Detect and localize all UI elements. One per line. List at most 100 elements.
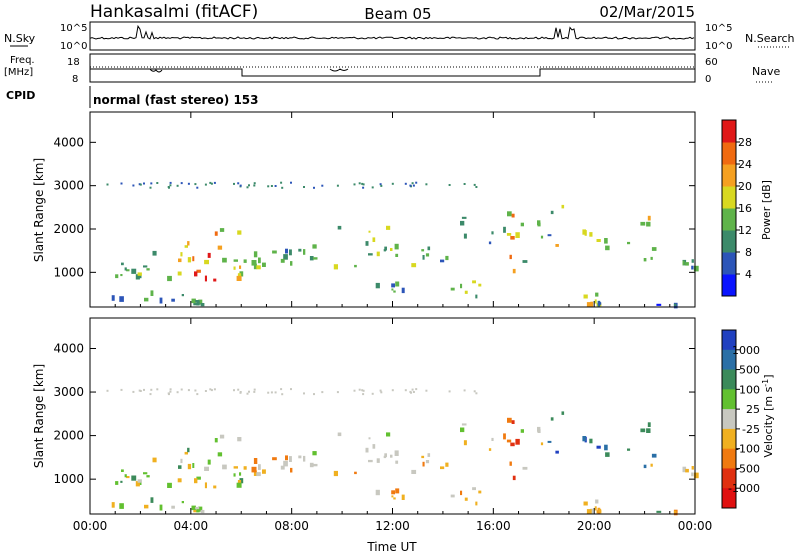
velocity-cell: [386, 432, 391, 437]
power-cell: [464, 290, 468, 294]
velocity-cell: [412, 391, 415, 393]
velocity-cell: [394, 450, 399, 456]
velocity-cell: [604, 444, 608, 451]
x-tick-label: 00:00: [678, 519, 713, 533]
velocity-cell: [627, 448, 631, 451]
power-cell: [401, 287, 405, 294]
power-cell: [391, 182, 394, 185]
velocity-axes: 00:00 04:00 08:00 12:00 16:00 20:00 00:00 1000 2…: [53, 318, 712, 533]
power-cell: [143, 182, 145, 185]
power-cell: [196, 269, 201, 273]
velocity-cell: [303, 392, 305, 395]
beam-title: Beam 05: [364, 5, 431, 23]
velocity-cell: [167, 392, 170, 395]
power-cell: [463, 183, 466, 185]
velocity-cell: [478, 490, 482, 494]
velocity-cell: [200, 509, 205, 514]
velocity-cell: [488, 448, 492, 451]
velocity-cell: [547, 440, 552, 443]
power-cell: [682, 260, 685, 266]
velocity-cell: [313, 393, 315, 396]
power-cell: [362, 186, 365, 189]
power-cell: [209, 181, 212, 184]
velocity-cell: [217, 452, 223, 457]
power-cell: [647, 215, 651, 221]
power-cell: [358, 182, 361, 185]
power-colorbar-tick-label: 24: [738, 158, 752, 171]
velocity-cell: [312, 451, 317, 456]
freq-trace: [90, 68, 695, 77]
velocity-cell: [233, 466, 238, 469]
power-cell: [191, 298, 196, 304]
velocity-cell: [646, 428, 651, 433]
velocity-cell: [131, 475, 137, 481]
colorbar-segment: [722, 369, 736, 390]
y-tick-label: 3000: [53, 385, 84, 399]
velocity-cell: [540, 442, 544, 446]
velocity-cell: [280, 465, 285, 470]
power-cell: [272, 250, 277, 254]
power-cell: [395, 281, 400, 287]
power-cell: [685, 262, 689, 266]
velocity-cell: [390, 454, 393, 458]
velocity-cell: [139, 390, 142, 392]
power-cell: [246, 186, 249, 189]
velocity-cell: [463, 440, 467, 446]
power-cell: [262, 262, 266, 267]
power-cell: [506, 233, 512, 236]
power-cell: [171, 298, 175, 302]
power-cell: [445, 255, 449, 261]
power-cell: [204, 259, 209, 265]
power-ylabel: Slant Range [km]: [32, 158, 46, 262]
power-colorbar-tick-label: 8: [745, 246, 752, 259]
power-cell: [375, 282, 380, 289]
power-cell: [131, 268, 137, 274]
power-cell: [656, 303, 662, 306]
power-cell: [119, 296, 124, 302]
time-xlabel: Time UT: [366, 540, 417, 554]
power-cell: [651, 247, 657, 251]
velocity-cell: [152, 457, 157, 463]
velocity-cell: [243, 466, 247, 470]
power-cell: [290, 181, 292, 184]
power-cell: [200, 303, 205, 307]
power-cell: [673, 303, 677, 306]
power-cell: [156, 182, 159, 184]
velocity-colorbar-tick-label: -1000: [728, 482, 760, 495]
velocity-cell: [358, 388, 361, 391]
velocity-cell: [395, 460, 399, 464]
velocity-cell: [237, 437, 242, 442]
velocity-cell: [135, 481, 140, 487]
power-colorbar-tick-label: 28: [738, 136, 752, 149]
velocity-cell: [213, 485, 217, 489]
velocity-cell: [643, 464, 647, 469]
velocity-cell: [246, 392, 249, 395]
velocity-cell: [195, 506, 200, 510]
velocity-cell: [253, 470, 257, 476]
velocity-cell: [401, 494, 405, 500]
y-tick-label: 2000: [53, 429, 84, 443]
power-cell: [463, 233, 467, 239]
colorbar-segment: [722, 230, 736, 253]
power-cell: [132, 184, 135, 187]
power-cell: [187, 241, 190, 246]
power-cell: [180, 182, 183, 185]
velocity-cell: [589, 438, 593, 444]
power-cell: [691, 259, 694, 263]
power-cell: [195, 300, 200, 303]
power-cell: [353, 183, 356, 186]
power-cell: [248, 184, 250, 187]
power-cell: [691, 265, 694, 270]
velocity-cell: [336, 391, 339, 394]
power-cell: [196, 186, 199, 189]
velocity-cell: [427, 453, 431, 457]
velocity-cell: [239, 472, 242, 476]
velocity-cell: [510, 442, 515, 447]
power-cell: [233, 259, 238, 262]
nsky-panel: [89, 21, 696, 51]
velocity-colorbar-tick-label: -100: [735, 443, 760, 456]
velocity-cell: [262, 469, 266, 474]
power-cell: [427, 246, 431, 251]
power-cell: [253, 182, 256, 185]
